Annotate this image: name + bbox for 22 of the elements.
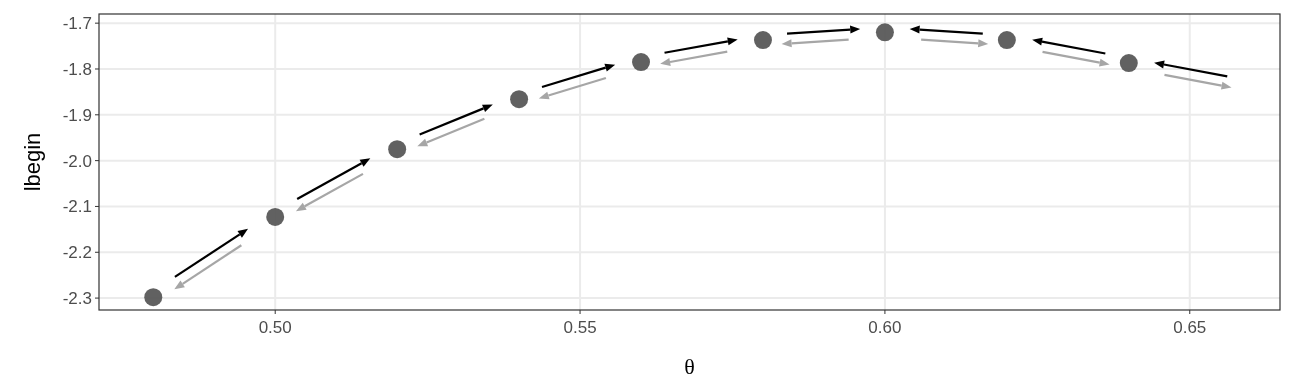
y-axis-title: lbegin (20, 132, 45, 192)
point (144, 288, 163, 307)
x-tick-label: 0.60 (868, 318, 902, 337)
x-tick-label: 0.65 (1173, 318, 1207, 337)
x-tick-label: 0.55 (563, 318, 597, 337)
point (632, 53, 651, 72)
y-tick-label: -2.0 (62, 151, 92, 171)
x-tick-label: 0.50 (258, 318, 292, 337)
point (1119, 54, 1138, 73)
point (510, 90, 529, 109)
y-tick-label: -1.8 (62, 59, 92, 79)
y-tick-label: -1.7 (62, 14, 92, 34)
y-tick-label: -1.9 (62, 105, 92, 125)
point (875, 23, 894, 42)
point (388, 140, 407, 159)
y-tick-label: -2.2 (62, 243, 92, 263)
y-tick-label: -2.3 (62, 289, 92, 309)
point (997, 31, 1016, 50)
point (753, 31, 772, 50)
x-axis-title: θ (684, 354, 695, 379)
point (266, 207, 285, 226)
y-tick-label: -2.1 (62, 197, 92, 217)
